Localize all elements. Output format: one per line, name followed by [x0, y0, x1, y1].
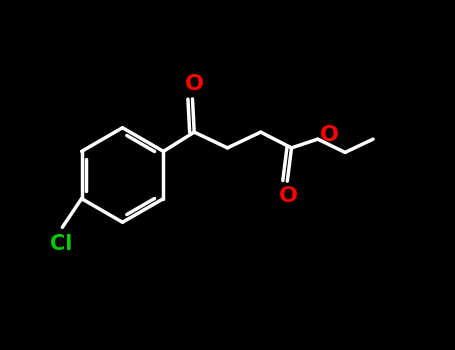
Text: O: O [320, 125, 339, 145]
Text: Cl: Cl [50, 234, 72, 254]
Text: O: O [185, 74, 204, 94]
Text: O: O [278, 186, 298, 206]
